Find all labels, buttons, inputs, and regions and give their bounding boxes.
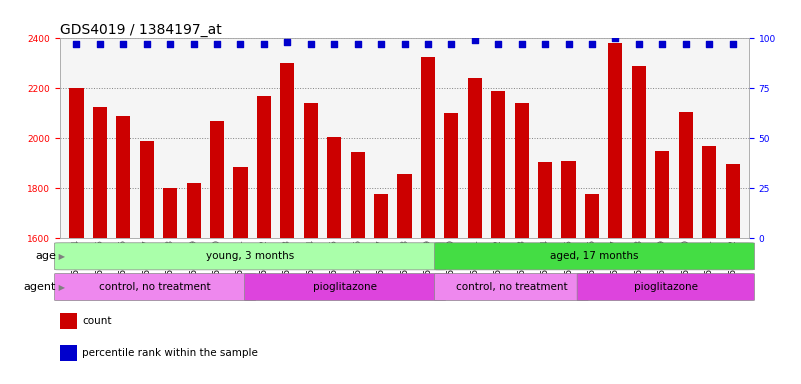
Bar: [632, 66, 646, 238]
Point: [562, 41, 575, 48]
Point: [304, 41, 317, 48]
Point: [351, 41, 364, 48]
Bar: [60, 345, 77, 361]
Bar: [163, 188, 177, 238]
Bar: [726, 164, 739, 238]
Text: pioglitazone: pioglitazone: [634, 282, 698, 292]
Bar: [70, 88, 83, 238]
Point: [70, 41, 83, 48]
Bar: [397, 174, 412, 238]
Point: [702, 41, 715, 48]
Bar: [585, 194, 599, 238]
Bar: [351, 152, 364, 238]
Text: age: age: [35, 251, 56, 262]
Point: [679, 41, 692, 48]
Text: aged, 17 months: aged, 17 months: [550, 251, 638, 262]
Bar: [608, 43, 622, 238]
Point: [492, 41, 505, 48]
FancyBboxPatch shape: [578, 273, 755, 301]
Text: young, 3 months: young, 3 months: [206, 251, 294, 262]
Point: [445, 41, 458, 48]
Bar: [304, 103, 318, 238]
Point: [609, 35, 622, 41]
Bar: [421, 57, 435, 238]
Point: [281, 39, 294, 45]
FancyBboxPatch shape: [54, 273, 256, 301]
Text: agent: agent: [24, 282, 56, 292]
Point: [539, 41, 552, 48]
Bar: [210, 121, 224, 238]
Point: [375, 41, 388, 48]
Bar: [445, 113, 458, 238]
Text: GDS4019 / 1384197_at: GDS4019 / 1384197_at: [60, 23, 222, 37]
Point: [140, 41, 153, 48]
Text: percentile rank within the sample: percentile rank within the sample: [83, 348, 258, 358]
FancyBboxPatch shape: [435, 243, 755, 270]
Bar: [514, 103, 529, 238]
Bar: [187, 183, 201, 238]
Bar: [139, 141, 154, 238]
Bar: [327, 137, 341, 238]
Bar: [562, 161, 576, 238]
Point: [163, 41, 176, 48]
Bar: [655, 151, 670, 238]
FancyBboxPatch shape: [54, 243, 445, 270]
Point: [94, 41, 107, 48]
FancyBboxPatch shape: [244, 273, 445, 301]
Bar: [233, 167, 248, 238]
Text: pioglitazone: pioglitazone: [313, 282, 377, 292]
FancyBboxPatch shape: [435, 273, 588, 301]
Point: [633, 41, 646, 48]
Point: [421, 41, 434, 48]
Point: [328, 41, 340, 48]
Point: [398, 41, 411, 48]
Point: [187, 41, 200, 48]
Point: [211, 41, 223, 48]
Point: [234, 41, 247, 48]
Text: count: count: [83, 316, 111, 326]
Text: control, no treatment: control, no treatment: [456, 282, 567, 292]
Point: [656, 41, 669, 48]
Bar: [257, 96, 271, 238]
Bar: [678, 112, 693, 238]
Text: ▶: ▶: [56, 252, 65, 261]
Point: [515, 41, 528, 48]
Bar: [702, 146, 716, 238]
Point: [586, 41, 598, 48]
Bar: [491, 91, 505, 238]
Bar: [374, 194, 388, 238]
Bar: [116, 116, 131, 238]
Point: [257, 41, 270, 48]
Bar: [468, 78, 482, 238]
Bar: [280, 63, 295, 238]
Bar: [93, 107, 107, 238]
Text: control, no treatment: control, no treatment: [99, 282, 211, 292]
Bar: [60, 313, 77, 329]
Point: [117, 41, 130, 48]
Point: [469, 37, 481, 43]
Text: ▶: ▶: [56, 283, 65, 291]
Bar: [538, 162, 552, 238]
Point: [727, 41, 739, 48]
